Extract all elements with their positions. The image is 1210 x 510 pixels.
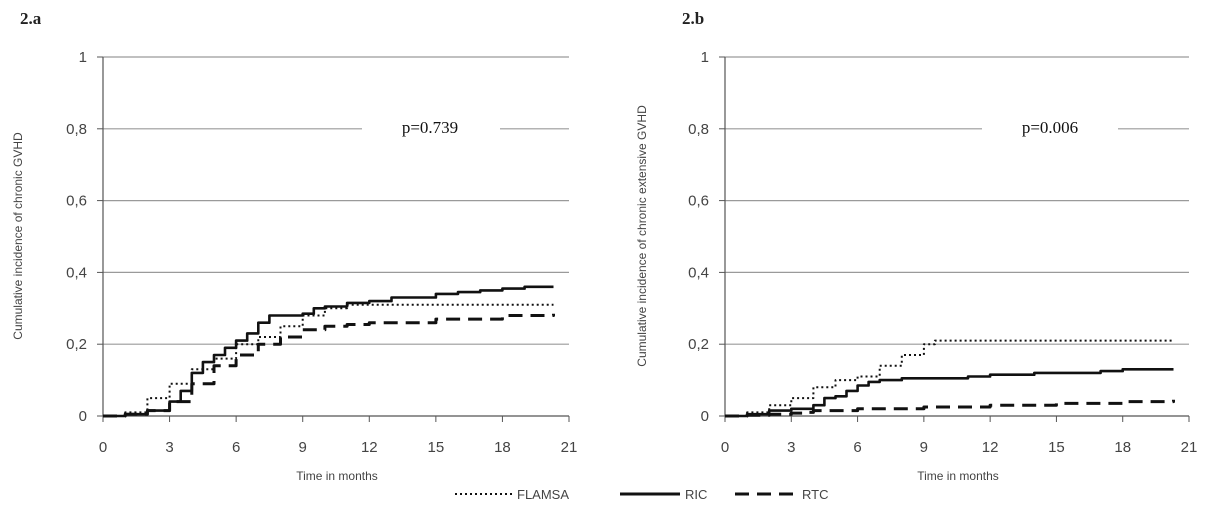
y-axis-title-b: Cumulative incidence of chronic extensiv…: [635, 105, 649, 367]
series-line-ric-a: [103, 285, 554, 418]
y-tick-label-b-5: 1: [701, 49, 709, 66]
series-line-flamsa-b: [725, 339, 1174, 417]
y-tick-label-a-2: 0,4: [66, 264, 87, 281]
x-tick-label-b-4: 12: [982, 439, 999, 456]
series-line-ric-b: [725, 368, 1174, 418]
panel-label-a: 2.a: [20, 9, 42, 28]
y-tick-label-b-3: 0,6: [688, 193, 709, 210]
x-tick-label-b-7: 21: [1181, 439, 1198, 456]
y-tick-label-b-1: 0,2: [688, 336, 709, 353]
y-tick-label-b-4: 0,8: [688, 121, 709, 138]
x-tick-label-b-1: 3: [787, 439, 795, 456]
x-tick-label-b-5: 15: [1048, 439, 1065, 456]
series-line-flamsa-a: [103, 303, 554, 417]
y-tick-label-b-2: 0,4: [688, 264, 709, 281]
x-axis-title-a: Time in months: [296, 469, 378, 483]
x-tick-label-a-0: 0: [99, 439, 107, 456]
x-tick-label-a-4: 12: [361, 439, 378, 456]
y-tick-label-a-0: 0: [79, 408, 87, 425]
x-tick-label-b-0: 0: [721, 439, 729, 456]
annotation-bg-a: [362, 112, 500, 142]
x-tick-label-b-2: 6: [853, 439, 861, 456]
chart-panel-b: 0 0,2 0,4 0,6 0,8 1 0 3 6 9 12 15 18 21 2.b Cumulativ…: [635, 9, 1197, 483]
legend: FLAMSA RIC RTC: [455, 487, 828, 502]
x-tick-label-a-5: 15: [428, 439, 445, 456]
y-tick-label-a-5: 1: [79, 49, 87, 66]
series-line-rtc-a: [103, 313, 555, 418]
legend-label-flamsa: FLAMSA: [517, 487, 569, 502]
y-tick-label-a-1: 0,2: [66, 336, 87, 353]
panel-label-b: 2.b: [682, 9, 704, 28]
x-tick-label-a-1: 3: [165, 439, 173, 456]
y-tick-label-a-4: 0,8: [66, 121, 87, 138]
p-value-annotation-a: p=0.739: [402, 118, 458, 137]
x-axis-title-b: Time in months: [917, 469, 999, 483]
x-tick-label-b-3: 9: [920, 439, 928, 456]
y-tick-label-b-0: 0: [701, 408, 709, 425]
p-value-annotation-b: p=0.006: [1022, 118, 1078, 137]
annotation-bg-b: [982, 112, 1118, 142]
x-tick-label-a-3: 9: [299, 439, 307, 456]
chart-panel-a: 0 0,2 0,4 0,6 0,8 1 0 3 6 9 12 15 18 21 2.a Cumulativ…: [11, 9, 577, 483]
x-tick-label-a-7: 21: [561, 439, 578, 456]
legend-label-rtc: RTC: [802, 487, 828, 502]
legend-label-ric: RIC: [685, 487, 707, 502]
series-line-rtc-b: [725, 399, 1175, 418]
y-tick-label-a-3: 0,6: [66, 193, 87, 210]
x-tick-label-a-6: 18: [494, 439, 511, 456]
y-axis-title-a: Cumulative incidence of chronic GVHD: [11, 132, 25, 340]
x-tick-label-a-2: 6: [232, 439, 240, 456]
x-tick-label-b-6: 18: [1114, 439, 1131, 456]
